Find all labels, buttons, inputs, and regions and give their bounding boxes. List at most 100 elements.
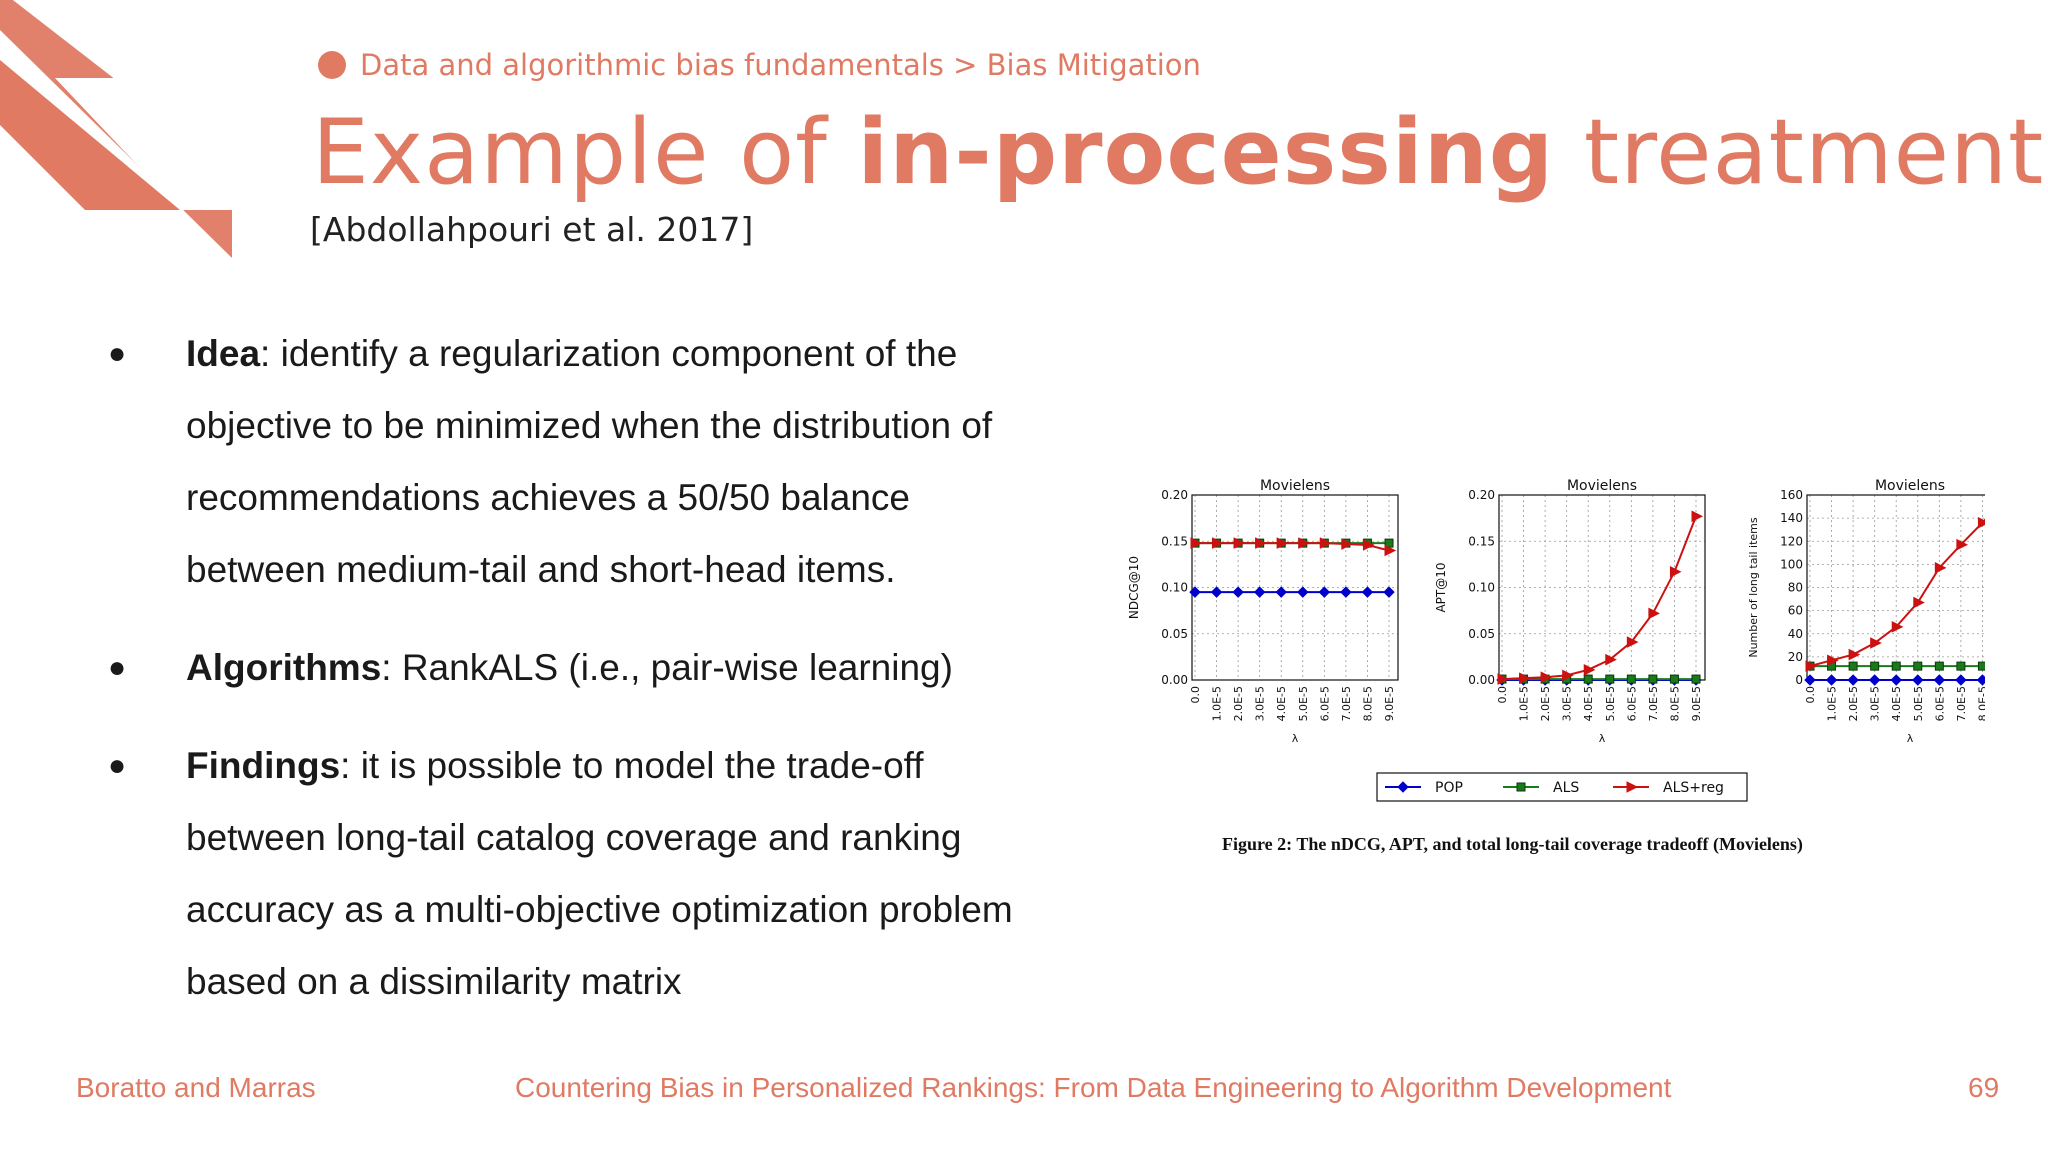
- legend-label: POP: [1435, 780, 1463, 796]
- data-point: [1804, 674, 1816, 686]
- data-point: [1648, 607, 1661, 620]
- bullet-text: Idea: identify a regularization componen…: [186, 318, 1038, 606]
- y-tick-label: 0.20: [1468, 488, 1495, 502]
- footer-authors: Boratto and Marras: [76, 1072, 316, 1103]
- data-point: [1605, 653, 1617, 666]
- x-axis-label: λ: [1907, 732, 1914, 745]
- chart-legend: POP ALS ALS+reg: [1376, 772, 1748, 802]
- data-point: [1934, 661, 1944, 671]
- data-point: [1319, 537, 1332, 549]
- data-point: [1626, 674, 1636, 684]
- bullet-idea: ● Idea: identify a regularization compon…: [108, 318, 1038, 606]
- decor-stripe-band: [0, 60, 180, 210]
- legend-marker: [1397, 781, 1409, 793]
- data-point: [1933, 674, 1946, 686]
- y-tick-label: 160: [1780, 488, 1803, 502]
- x-tick-label: 1.0E-5: [1211, 686, 1224, 721]
- data-point: [1562, 669, 1574, 682]
- data-point: [1669, 565, 1682, 578]
- data-point: [1255, 537, 1267, 549]
- data-point: [1870, 661, 1880, 671]
- data-point: [1340, 586, 1352, 598]
- legend-marker: [1516, 782, 1526, 792]
- data-point: [1848, 648, 1861, 661]
- bullet-text: Findings: it is possible to model the tr…: [186, 730, 1038, 1018]
- data-point: [1626, 636, 1639, 648]
- chart-title: Movielens: [1260, 478, 1330, 494]
- data-point: [1297, 586, 1309, 598]
- data-point: [1189, 586, 1201, 598]
- y-tick-label: 0.10: [1161, 581, 1188, 595]
- footer-page-number: 69: [1968, 1072, 2000, 1103]
- x-axis-label: λ: [1292, 732, 1299, 745]
- bullet-dot-icon: ●: [108, 651, 127, 684]
- data-point: [1669, 674, 1679, 684]
- data-point: [1956, 538, 1969, 551]
- x-tick-label: 9.0E-5: [1383, 686, 1396, 721]
- y-tick-label: 0: [1795, 673, 1803, 687]
- y-tick-label: 60: [1788, 604, 1803, 618]
- corner-decoration: [0, 0, 232, 258]
- data-point: [1497, 673, 1510, 685]
- x-tick-label: 6.0E-5: [1933, 686, 1946, 721]
- y-tick-label: 0.15: [1161, 534, 1188, 548]
- data-point: [1977, 516, 1985, 529]
- y-tick-label: 0.00: [1468, 673, 1495, 687]
- series-line-alsreg: [1809, 518, 1985, 668]
- data-point: [1232, 586, 1244, 598]
- bullet-findings: ● Findings: it is possible to model the …: [108, 730, 1038, 1018]
- data-point: [1870, 637, 1882, 649]
- y-tick-label: 0.15: [1468, 534, 1495, 548]
- x-tick-label: 7.0E-5: [1647, 686, 1660, 721]
- y-axis-label: Number of long tail items: [1747, 517, 1760, 658]
- data-point: [1827, 654, 1839, 667]
- x-tick-label: 2.0E-5: [1232, 686, 1245, 721]
- data-point: [1212, 537, 1224, 549]
- data-point: [1540, 671, 1553, 684]
- y-tick-label: 0.20: [1161, 488, 1188, 502]
- bullet-dot-icon: ●: [108, 749, 127, 782]
- x-tick-label: 3.0E-5: [1869, 686, 1882, 721]
- data-point: [1868, 674, 1881, 686]
- data-point: [1210, 586, 1223, 598]
- chart-title: Movielens: [1875, 478, 1945, 494]
- data-point: [1848, 661, 1858, 671]
- data-point: [1583, 664, 1596, 676]
- data-point: [1955, 674, 1967, 686]
- data-point: [1913, 596, 1925, 609]
- data-point: [1847, 674, 1859, 686]
- x-tick-label: 0.0: [1189, 686, 1202, 704]
- title-pre: Example of: [312, 100, 858, 205]
- data-point: [1253, 586, 1266, 598]
- series-line-alsreg: [1195, 542, 1390, 552]
- bullet-dot-icon: ●: [108, 337, 127, 370]
- bullet-body: : RankALS (i.e., pair-wise learning): [381, 647, 953, 688]
- data-point: [1583, 674, 1593, 684]
- figure-caption: Figure 2: The nDCG, APT, and total long-…: [1222, 834, 1803, 854]
- bullet-label: Algorithms: [186, 647, 382, 688]
- slide-title: Example of in-processing treatment: [312, 100, 2044, 205]
- bullet-body: : it is possible to model the trade-off …: [186, 745, 1013, 1002]
- series-line-alsreg: [1501, 515, 1697, 681]
- x-tick-label: 3.0E-5: [1254, 686, 1267, 721]
- chart-panel-3: 0 20 40 60 80 100 120 140 160 Movielens Number of …: [1747, 478, 1985, 745]
- x-tick-label: 0.0: [1496, 686, 1509, 704]
- x-tick-label: 4.0E-5: [1582, 686, 1595, 721]
- legend-label: ALS+reg: [1663, 780, 1724, 796]
- x-tick-label: 4.0E-5: [1890, 686, 1903, 721]
- y-axis-label: APT@10: [1434, 562, 1448, 612]
- x-tick-label: 6.0E-5: [1625, 686, 1638, 721]
- x-tick-label: 2.0E-5: [1847, 686, 1860, 721]
- data-point: [1691, 674, 1701, 684]
- x-tick-label: 2.0E-5: [1539, 686, 1552, 721]
- data-point: [1912, 674, 1924, 686]
- data-point: [1605, 674, 1615, 684]
- decor-stripe-inner: [55, 78, 232, 210]
- y-tick-label: 0.10: [1468, 581, 1495, 595]
- y-axis-label: NDCG@10: [1127, 556, 1141, 619]
- x-tick-label: 8.0E-5: [1976, 686, 1985, 721]
- y-tick-label: 40: [1788, 627, 1803, 641]
- legend-frame: [1376, 772, 1748, 802]
- x-tick-label: 5.0E-5: [1297, 686, 1310, 721]
- data-point: [1891, 621, 1904, 633]
